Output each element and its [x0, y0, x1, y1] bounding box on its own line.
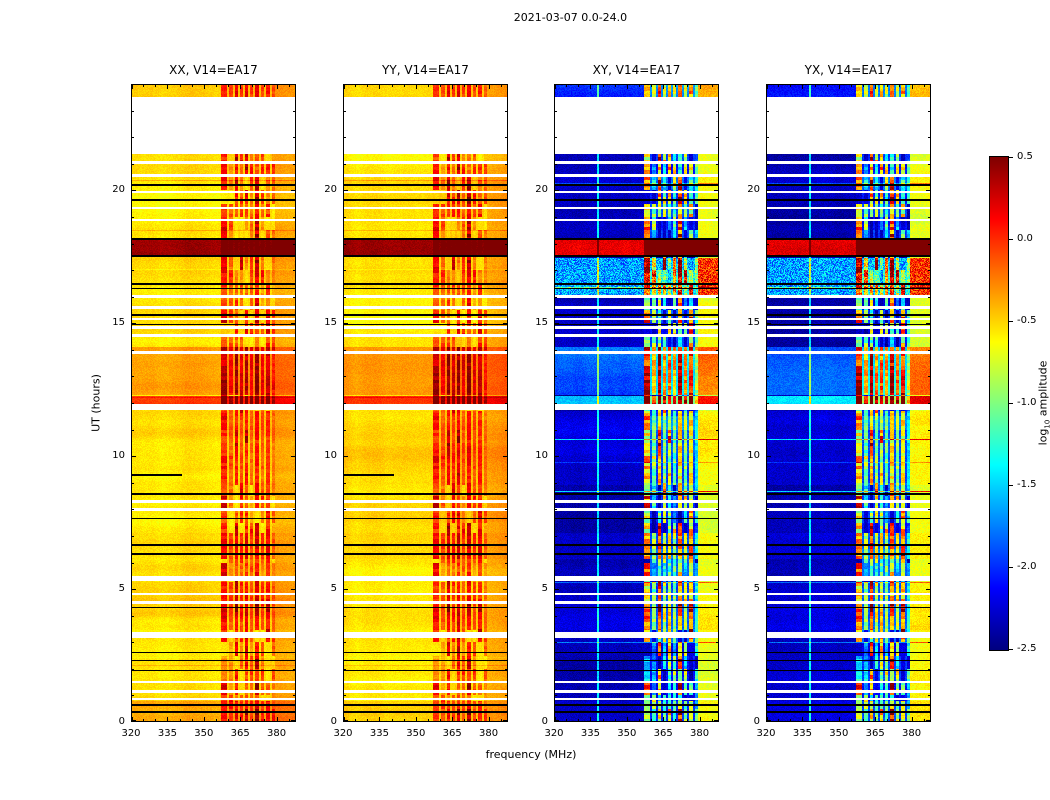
- panel-title-auto-1: YY, V14=EA17: [382, 63, 469, 77]
- x-tick-label: 365: [653, 728, 673, 739]
- colorbar-tick-label: -2.0: [1017, 561, 1037, 572]
- colorbar-label: log10 amplitude: [1036, 361, 1050, 446]
- x-tick-label: 350: [617, 728, 637, 739]
- x-tick-label: 320: [544, 728, 564, 739]
- y-tick-label: 15: [535, 317, 548, 329]
- y-tick-label: 5: [118, 583, 125, 595]
- colorbar-label-pre: log: [1036, 428, 1050, 446]
- y-tick-label: 15: [112, 317, 125, 329]
- heatmap-yy: [343, 84, 508, 722]
- heatmap-xy: [554, 84, 719, 722]
- x-tick-label: 365: [865, 728, 885, 739]
- y-tick-label: 20: [747, 184, 760, 196]
- x-tick-label: 365: [442, 728, 462, 739]
- x-tick-label: 335: [369, 728, 389, 739]
- y-axis-label: UT (hours): [89, 374, 103, 432]
- colorbar-tick-label: 0.0: [1017, 233, 1033, 244]
- x-tick-label: 320: [756, 728, 776, 739]
- y-tick-label: 15: [324, 317, 337, 329]
- y-tick-label: 20: [112, 184, 125, 196]
- figure-title: 2021-03-07 0.0-24.0: [513, 11, 628, 24]
- x-tick-label: 335: [580, 728, 600, 739]
- x-tick-label: 380: [902, 728, 922, 739]
- y-tick-label: 15: [747, 317, 760, 329]
- colorbar-tick-label: -2.5: [1017, 643, 1037, 654]
- colorbar-tick-label: -1.5: [1017, 479, 1037, 490]
- x-tick-label: 380: [267, 728, 287, 739]
- panel-title-auto-0: XX, V14=EA17: [169, 63, 258, 77]
- y-tick-label: 20: [324, 184, 337, 196]
- x-tick-label: 350: [829, 728, 849, 739]
- y-tick-label: 10: [112, 450, 125, 462]
- x-tick-label: 350: [194, 728, 214, 739]
- x-tick-label: 335: [157, 728, 177, 739]
- colorbar-tick-label: -0.5: [1017, 315, 1037, 326]
- y-tick-label: 0: [541, 716, 548, 727]
- y-tick-label: 5: [753, 583, 760, 595]
- x-tick-label: 335: [792, 728, 812, 739]
- y-tick-label: 0: [753, 716, 760, 727]
- colorbar-tick-label: -1.0: [1017, 397, 1037, 408]
- panel-title-cross-2: XY, V14=EA17: [592, 63, 681, 77]
- colorbar-label-sub: 10: [1043, 419, 1050, 429]
- y-tick-label: 10: [324, 450, 337, 462]
- colorbar-tick-label: 0.5: [1017, 151, 1033, 162]
- x-tick-label: 350: [406, 728, 426, 739]
- x-tick-label: 380: [690, 728, 710, 739]
- colorbar-label-post: amplitude: [1036, 360, 1050, 420]
- y-tick-label: 10: [747, 450, 760, 462]
- x-tick-label: 320: [121, 728, 141, 739]
- x-tick-label: 365: [230, 728, 250, 739]
- y-tick-label: 20: [535, 184, 548, 196]
- x-axis-label: frequency (MHz): [485, 748, 577, 761]
- colorbar-gradient: [989, 156, 1015, 651]
- y-tick-label: 5: [541, 583, 548, 595]
- y-tick-label: 0: [330, 716, 337, 727]
- x-tick-label: 380: [479, 728, 499, 739]
- y-tick-label: 0: [118, 716, 125, 727]
- y-tick-label: 5: [330, 583, 337, 595]
- panel-title-cross-3: YX, V14=EA17: [804, 63, 893, 77]
- heatmap-xx: [131, 84, 296, 722]
- y-tick-label: 10: [535, 450, 548, 462]
- x-tick-label: 320: [333, 728, 353, 739]
- heatmap-yx: [766, 84, 931, 722]
